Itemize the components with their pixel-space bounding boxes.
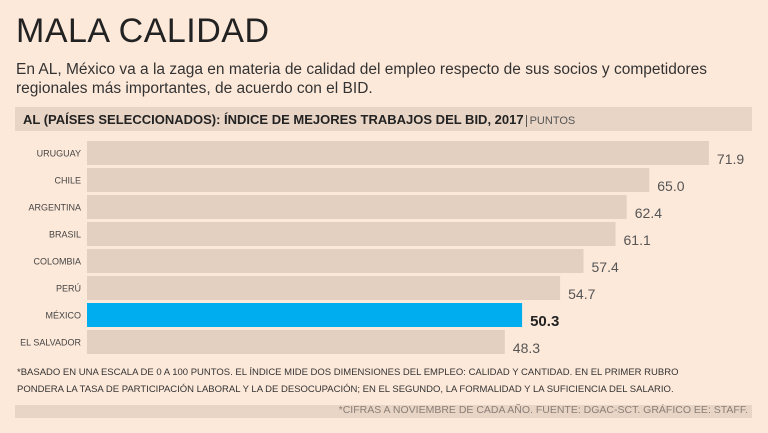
category-label: COLOMBIA xyxy=(33,257,81,267)
category-label: MÉXICO xyxy=(45,311,81,321)
bar-el-salvador xyxy=(87,330,505,354)
value-label: 50.3 xyxy=(530,313,559,330)
bar-uruguay xyxy=(87,141,709,165)
value-label: 65.0 xyxy=(657,178,684,194)
category-label: BRASIL xyxy=(49,230,81,240)
category-label: URUGUAY xyxy=(37,149,81,159)
page-title: MALA CALIDAD xyxy=(16,12,270,50)
chart-title-band: AL (PAÍSES SELECCIONADOS): ÍNDICE DE MEJ… xyxy=(15,107,752,131)
category-label: CHILE xyxy=(54,176,81,186)
category-label: PERÚ xyxy=(56,284,81,294)
value-label: 71.9 xyxy=(717,151,744,167)
source-text: *CIFRAS A NOVIEMBRE DE CADA AÑO. FUENTE:… xyxy=(338,404,748,416)
source-band: *CIFRAS A NOVIEMBRE DE CADA AÑO. FUENTE:… xyxy=(15,404,752,418)
category-label: ARGENTINA xyxy=(28,203,81,213)
bar-colombia xyxy=(87,249,584,273)
chart-title-text: AL (PAÍSES SELECCIONADOS): ÍNDICE DE MEJ… xyxy=(23,112,524,127)
bar-méxico xyxy=(87,303,523,327)
chart-title: AL (PAÍSES SELECCIONADOS): ÍNDICE DE MEJ… xyxy=(23,112,576,127)
value-label: 62.4 xyxy=(635,205,662,221)
bar-perú xyxy=(87,276,561,300)
chart-unit: PUNTOS xyxy=(525,115,576,127)
value-label: 57.4 xyxy=(592,259,619,275)
footnote: *BASADO EN UNA ESCALA DE 0 A 100 PUNTOS.… xyxy=(17,367,679,395)
value-label: 48.3 xyxy=(513,340,540,356)
bar-chile xyxy=(87,168,650,192)
value-label: 54.7 xyxy=(568,286,595,302)
bar-brasil xyxy=(87,222,616,246)
bar-argentina xyxy=(87,195,627,219)
category-label: EL SALVADOR xyxy=(20,338,81,348)
value-label: 61.1 xyxy=(624,232,651,248)
subtitle: En AL, México va a la zaga en materia de… xyxy=(16,61,707,97)
